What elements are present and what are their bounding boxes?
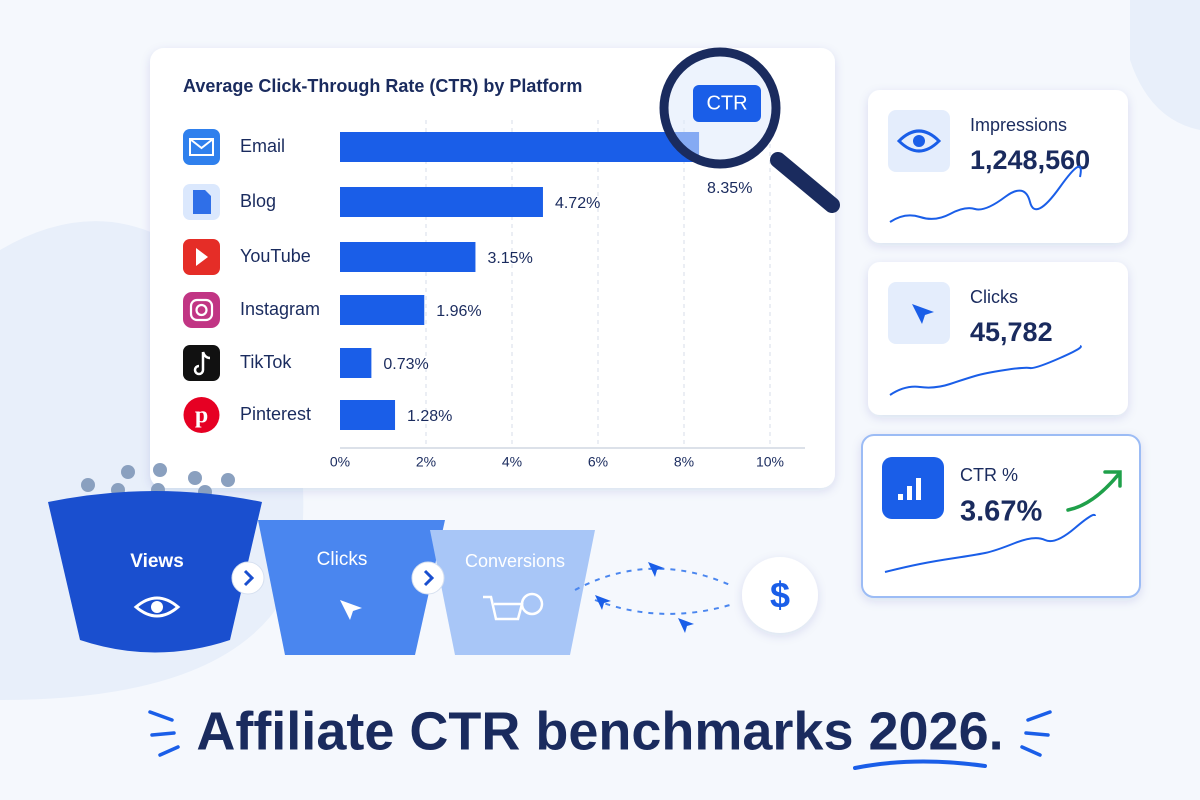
underline <box>853 759 987 770</box>
category-label: YouTube <box>240 246 311 266</box>
step-arrow <box>231 561 265 595</box>
blog-glyph <box>193 190 211 214</box>
bar <box>340 187 543 217</box>
tiktok-glyph <box>193 351 211 376</box>
bar <box>340 295 425 325</box>
x-tick-label: 6% <box>588 454 608 470</box>
instagram-glyph <box>189 298 214 322</box>
dollar-circle <box>742 557 818 633</box>
flow-dashes <box>574 567 731 615</box>
stat-label: Impressions <box>970 115 1067 135</box>
x-tick-label: 10% <box>756 454 784 470</box>
stat-icon <box>882 457 944 519</box>
step-arrow <box>411 561 445 595</box>
sparkline <box>889 165 1082 223</box>
value-label: 4.72% <box>555 195 600 212</box>
funnel-clicks <box>258 520 445 655</box>
bar <box>340 242 476 272</box>
value-label: 1.28% <box>407 408 452 425</box>
stat-label: CTR % <box>960 465 1018 485</box>
email-glyph <box>189 138 214 156</box>
step-arrow <box>423 569 435 587</box>
category-label: Pinterest <box>240 404 311 424</box>
plot: 0% 2% 4% 6% 8% 10% Email 8.35% Blog 4.72% YouTube 3… <box>240 120 784 470</box>
magnifier-handle <box>770 152 840 213</box>
funnel-label: Clicks <box>317 549 368 570</box>
funnel-label: Views <box>130 551 184 572</box>
category-label: Instagram <box>240 299 320 319</box>
ctr-badge <box>693 85 761 122</box>
eye-glyph <box>133 596 181 618</box>
step-arrow <box>243 569 255 587</box>
x-tick-label: 0% <box>330 454 350 470</box>
platform-icons: p <box>183 129 220 433</box>
value-label: 3.15% <box>487 250 532 267</box>
bar <box>340 348 372 378</box>
sparks <box>148 710 1052 757</box>
chart-title: Average Click-Through Rate (CTR) by Plat… <box>183 76 582 96</box>
value-label: 8.35% <box>707 180 752 197</box>
bar <box>340 132 700 162</box>
funnel-conversions <box>430 530 595 655</box>
value-label: 1.96% <box>436 303 481 320</box>
dollar-glyph <box>520 592 544 616</box>
eye-glyph <box>913 135 925 147</box>
cursor-glyph <box>595 562 694 633</box>
cart-glyph <box>483 595 524 621</box>
value-label: 0.73% <box>383 356 428 373</box>
eye-glyph <box>896 129 942 153</box>
category-label: Email <box>240 136 285 156</box>
headline: Affiliate CTR benchmarks 2026. <box>196 701 1003 761</box>
stat-value: 3.67% <box>960 496 1042 528</box>
cursor-glyph <box>340 600 362 620</box>
trend-arrow <box>1066 470 1122 512</box>
x-tick-label: 2% <box>416 454 436 470</box>
instagram-icon <box>183 292 220 328</box>
x-tick-label: 8% <box>674 454 694 470</box>
chart-glyph <box>898 478 921 500</box>
eye-glyph <box>151 601 163 613</box>
instagram-glyph <box>195 303 208 317</box>
stat-value: 45,782 <box>970 317 1053 347</box>
x-tick-label: 4% <box>502 454 522 470</box>
sparkline <box>889 345 1082 396</box>
sparkline <box>884 513 1096 573</box>
ctr-badge-text: CTR <box>706 92 747 114</box>
funnel-views <box>48 491 262 653</box>
tiktok-icon <box>183 345 220 381</box>
cursor-glyph <box>912 304 934 324</box>
funnel-label: Conversions <box>465 551 565 571</box>
youtube-glyph <box>196 248 208 266</box>
stat-value: 1,248,560 <box>970 145 1090 175</box>
stat-label: Clicks <box>970 287 1018 307</box>
category-label: Blog <box>240 191 276 211</box>
dollar-glyph: $ <box>770 575 790 616</box>
category-label: TikTok <box>240 352 292 372</box>
bar <box>340 400 396 430</box>
pinterest-icon <box>183 397 220 433</box>
bg-blob <box>1130 0 1200 130</box>
pinterest-glyph: p <box>195 403 208 429</box>
